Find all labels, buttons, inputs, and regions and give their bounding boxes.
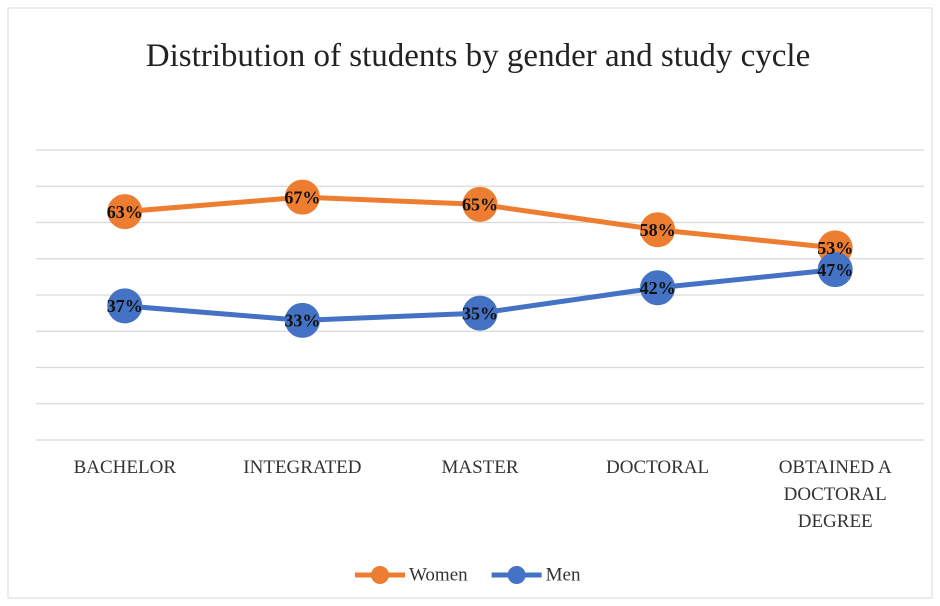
data-label: 53% bbox=[817, 238, 853, 258]
legend-label: Women bbox=[409, 564, 468, 585]
marker bbox=[284, 179, 320, 215]
legend-marker bbox=[507, 566, 526, 584]
x-tick-label: MASTER bbox=[441, 457, 518, 478]
data-label: 67% bbox=[284, 187, 320, 207]
data-label: 63% bbox=[107, 202, 143, 222]
x-tick-label: DOCTORAL bbox=[606, 457, 709, 478]
data-label: 42% bbox=[640, 278, 676, 298]
x-tick-label: INTEGRATED bbox=[243, 457, 361, 478]
marker bbox=[640, 212, 676, 248]
marker bbox=[462, 295, 498, 331]
data-label: 47% bbox=[817, 260, 853, 280]
data-label: 35% bbox=[462, 303, 498, 323]
data-label: 58% bbox=[640, 220, 676, 240]
marker bbox=[817, 252, 853, 288]
x-tick-label: OBTAINED A DOCTORAL DEGREE bbox=[779, 457, 892, 532]
chart-title: Distribution of students by gender and s… bbox=[146, 38, 810, 74]
marker bbox=[640, 270, 676, 306]
marker bbox=[107, 194, 143, 230]
data-label: 65% bbox=[462, 195, 498, 215]
marker bbox=[107, 288, 143, 324]
legend-label: Men bbox=[546, 564, 581, 585]
data-label: 33% bbox=[284, 311, 320, 331]
marker bbox=[284, 302, 320, 338]
x-tick-label: BACHELOR bbox=[74, 457, 177, 478]
data-label: 37% bbox=[107, 296, 143, 316]
marker bbox=[462, 186, 498, 222]
legend-marker bbox=[371, 566, 389, 584]
